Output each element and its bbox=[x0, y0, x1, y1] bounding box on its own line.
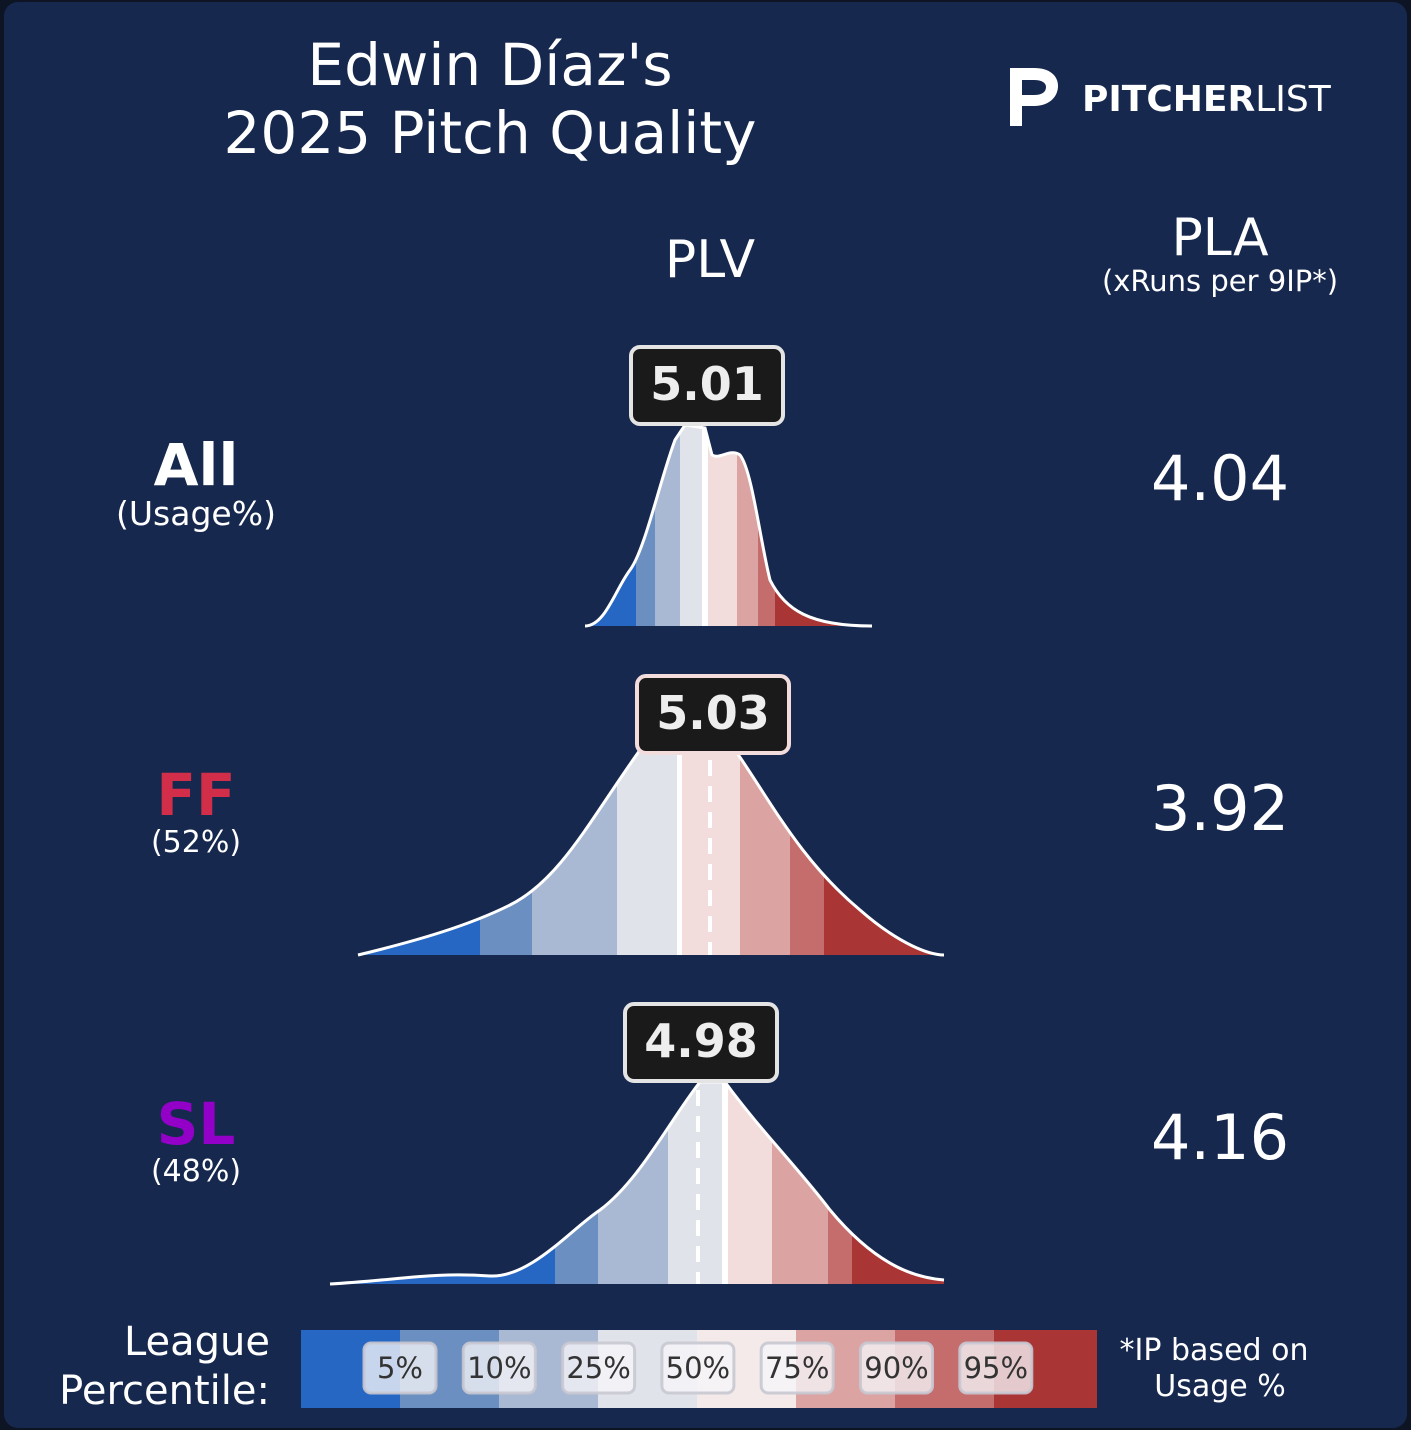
legend-label: Percentile: bbox=[59, 1368, 270, 1414]
percentile-label: 10% bbox=[467, 1351, 531, 1385]
pla-value: 4.04 bbox=[1151, 442, 1289, 515]
plv-badge bbox=[635, 674, 791, 755]
column-header: PLA bbox=[1171, 208, 1269, 268]
percentile-box bbox=[759, 1341, 835, 1395]
density-outline bbox=[329, 1080, 945, 1286]
column-header: PLV bbox=[665, 230, 756, 290]
percentile-box bbox=[660, 1341, 736, 1395]
percentile-label: 75% bbox=[765, 1351, 829, 1385]
plv-badge bbox=[623, 1002, 779, 1083]
percentile-label: 5% bbox=[377, 1351, 423, 1385]
percentile-label: 95% bbox=[964, 1351, 1028, 1385]
logo: PITCHERLIST bbox=[1010, 68, 1332, 126]
percentile-box bbox=[362, 1341, 438, 1395]
legend-label: League bbox=[124, 1319, 270, 1365]
plv-value: 4.98 bbox=[644, 1014, 758, 1068]
legend-note: *IP based on bbox=[1120, 1333, 1309, 1368]
logo-mark bbox=[1010, 68, 1058, 126]
pitch-name: All bbox=[154, 431, 239, 499]
legend-percentiles: 5% 10% 25% 50% 75% 90% 95% bbox=[362, 1341, 1034, 1395]
percentile-label: 50% bbox=[666, 1351, 730, 1385]
percentile-label: 25% bbox=[566, 1351, 630, 1385]
pitch-usage: (48%) bbox=[151, 1154, 241, 1189]
legend-note: Usage % bbox=[1154, 1369, 1286, 1404]
percentile-label: 90% bbox=[864, 1351, 928, 1385]
title-line: Edwin Díaz's bbox=[307, 31, 672, 99]
percentile-box bbox=[561, 1341, 637, 1395]
column-note: (xRuns per 9IP*) bbox=[1102, 264, 1338, 298]
plv-badge bbox=[629, 345, 785, 426]
pla-value: 3.92 bbox=[1151, 772, 1289, 845]
pitch-usage: (Usage%) bbox=[116, 494, 276, 533]
plv-value: 5.01 bbox=[650, 357, 764, 411]
title-line: 2025 Pitch Quality bbox=[224, 99, 757, 167]
percentile-box bbox=[461, 1341, 537, 1395]
logo-text: PITCHERLIST bbox=[1082, 79, 1332, 120]
percentile-box bbox=[958, 1341, 1034, 1395]
pla-value: 4.16 bbox=[1151, 1101, 1289, 1174]
density-outline bbox=[584, 423, 873, 628]
pitch-name: FF bbox=[156, 761, 235, 829]
plv-value: 5.03 bbox=[656, 686, 770, 740]
logo-bold: PITCHER bbox=[1082, 79, 1255, 120]
logo-light: LIST bbox=[1255, 79, 1332, 120]
percentile-box bbox=[859, 1341, 934, 1395]
pitch-name: SL bbox=[157, 1090, 236, 1158]
pitch-usage: (52%) bbox=[151, 825, 241, 860]
